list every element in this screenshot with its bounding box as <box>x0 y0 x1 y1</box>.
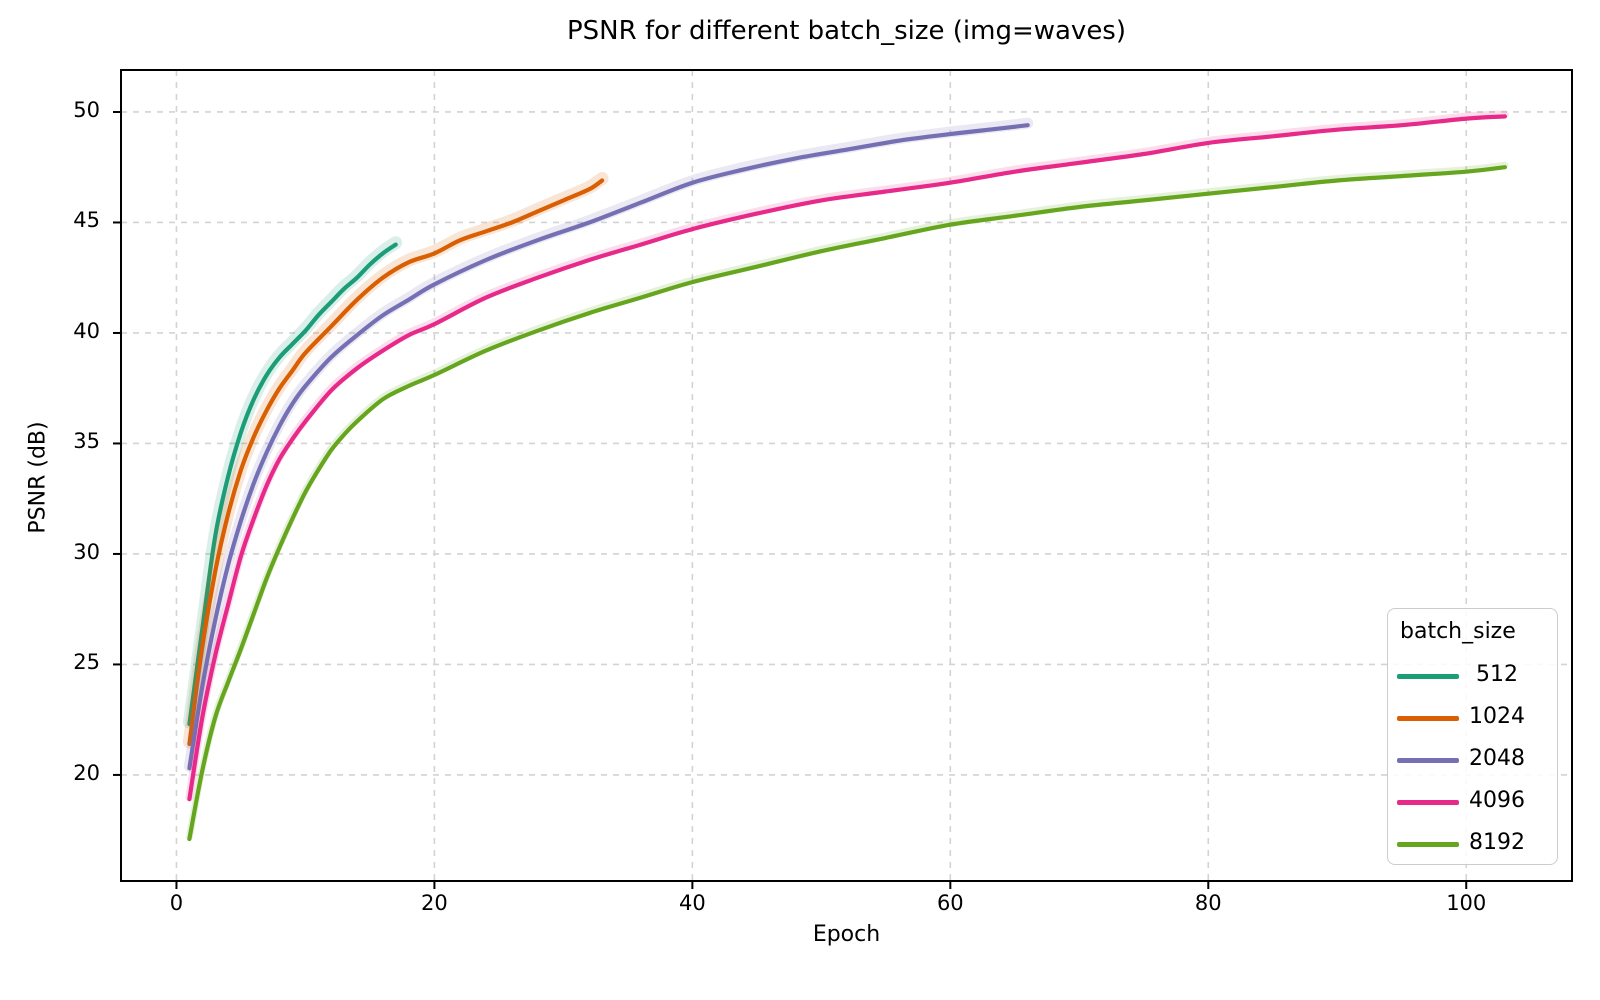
x-tick-label-20: 20 <box>421 891 448 915</box>
legend-title: batch_size <box>1400 619 1516 644</box>
y-tick-label-20: 20 <box>73 760 100 785</box>
legend-swatch-icon <box>1397 758 1459 763</box>
series-line-2048 <box>187 123 1030 771</box>
x-tick-label-60: 60 <box>936 891 964 915</box>
y-tick-label-30: 30 <box>73 539 100 564</box>
x-axis-label: Epoch <box>812 922 881 947</box>
x-tick-label-0: 0 <box>169 891 184 915</box>
x-tick-label-80: 80 <box>1194 891 1222 915</box>
y-tick-label-45: 45 <box>73 208 100 233</box>
series-line-512 <box>187 242 398 727</box>
legend-label: 2048 <box>1469 746 1525 771</box>
series-band-512 <box>182 236 403 729</box>
y-axis-label: PSNR (dB) <box>25 421 51 534</box>
axes-spines <box>120 69 1573 882</box>
legend-item-4096: 4096 <box>1388 781 1557 823</box>
series-band-4096 <box>185 110 1509 802</box>
legend-label: 4096 <box>1469 788 1525 813</box>
legend-item-1024: 1024 <box>1388 697 1557 739</box>
series-line-1024 <box>187 178 605 747</box>
chart-title: PSNR for different batch_size (img=waves… <box>567 16 1126 46</box>
series-band-2048 <box>183 117 1034 772</box>
legend-swatch-icon <box>1397 716 1459 721</box>
series-band-1024 <box>182 172 609 749</box>
legend-item-2048: 2048 <box>1388 739 1557 781</box>
legend: batch_size 512 1024 2048 4096 8192 <box>1387 608 1558 865</box>
legend-swatch-icon <box>1397 674 1459 679</box>
x-tick-label-40: 40 <box>678 891 706 915</box>
legend-swatch-icon <box>1397 800 1459 805</box>
series-line-4096 <box>187 114 1507 802</box>
series-line-8192 <box>187 165 1507 842</box>
legend-item-8192: 8192 <box>1388 823 1557 865</box>
legend-label: 1024 <box>1469 704 1525 729</box>
legend-label: 512 <box>1476 662 1518 687</box>
legend-swatch-icon <box>1397 842 1459 847</box>
x-tick-label-100: 100 <box>1446 891 1487 915</box>
y-tick-label-50: 50 <box>73 97 100 122</box>
legend-label: 8192 <box>1469 830 1525 855</box>
legend-item-512: 512 <box>1388 655 1557 697</box>
y-tick-label-40: 40 <box>73 318 100 343</box>
y-tick-label-35: 35 <box>73 429 100 454</box>
y-tick-label-25: 25 <box>73 650 100 675</box>
